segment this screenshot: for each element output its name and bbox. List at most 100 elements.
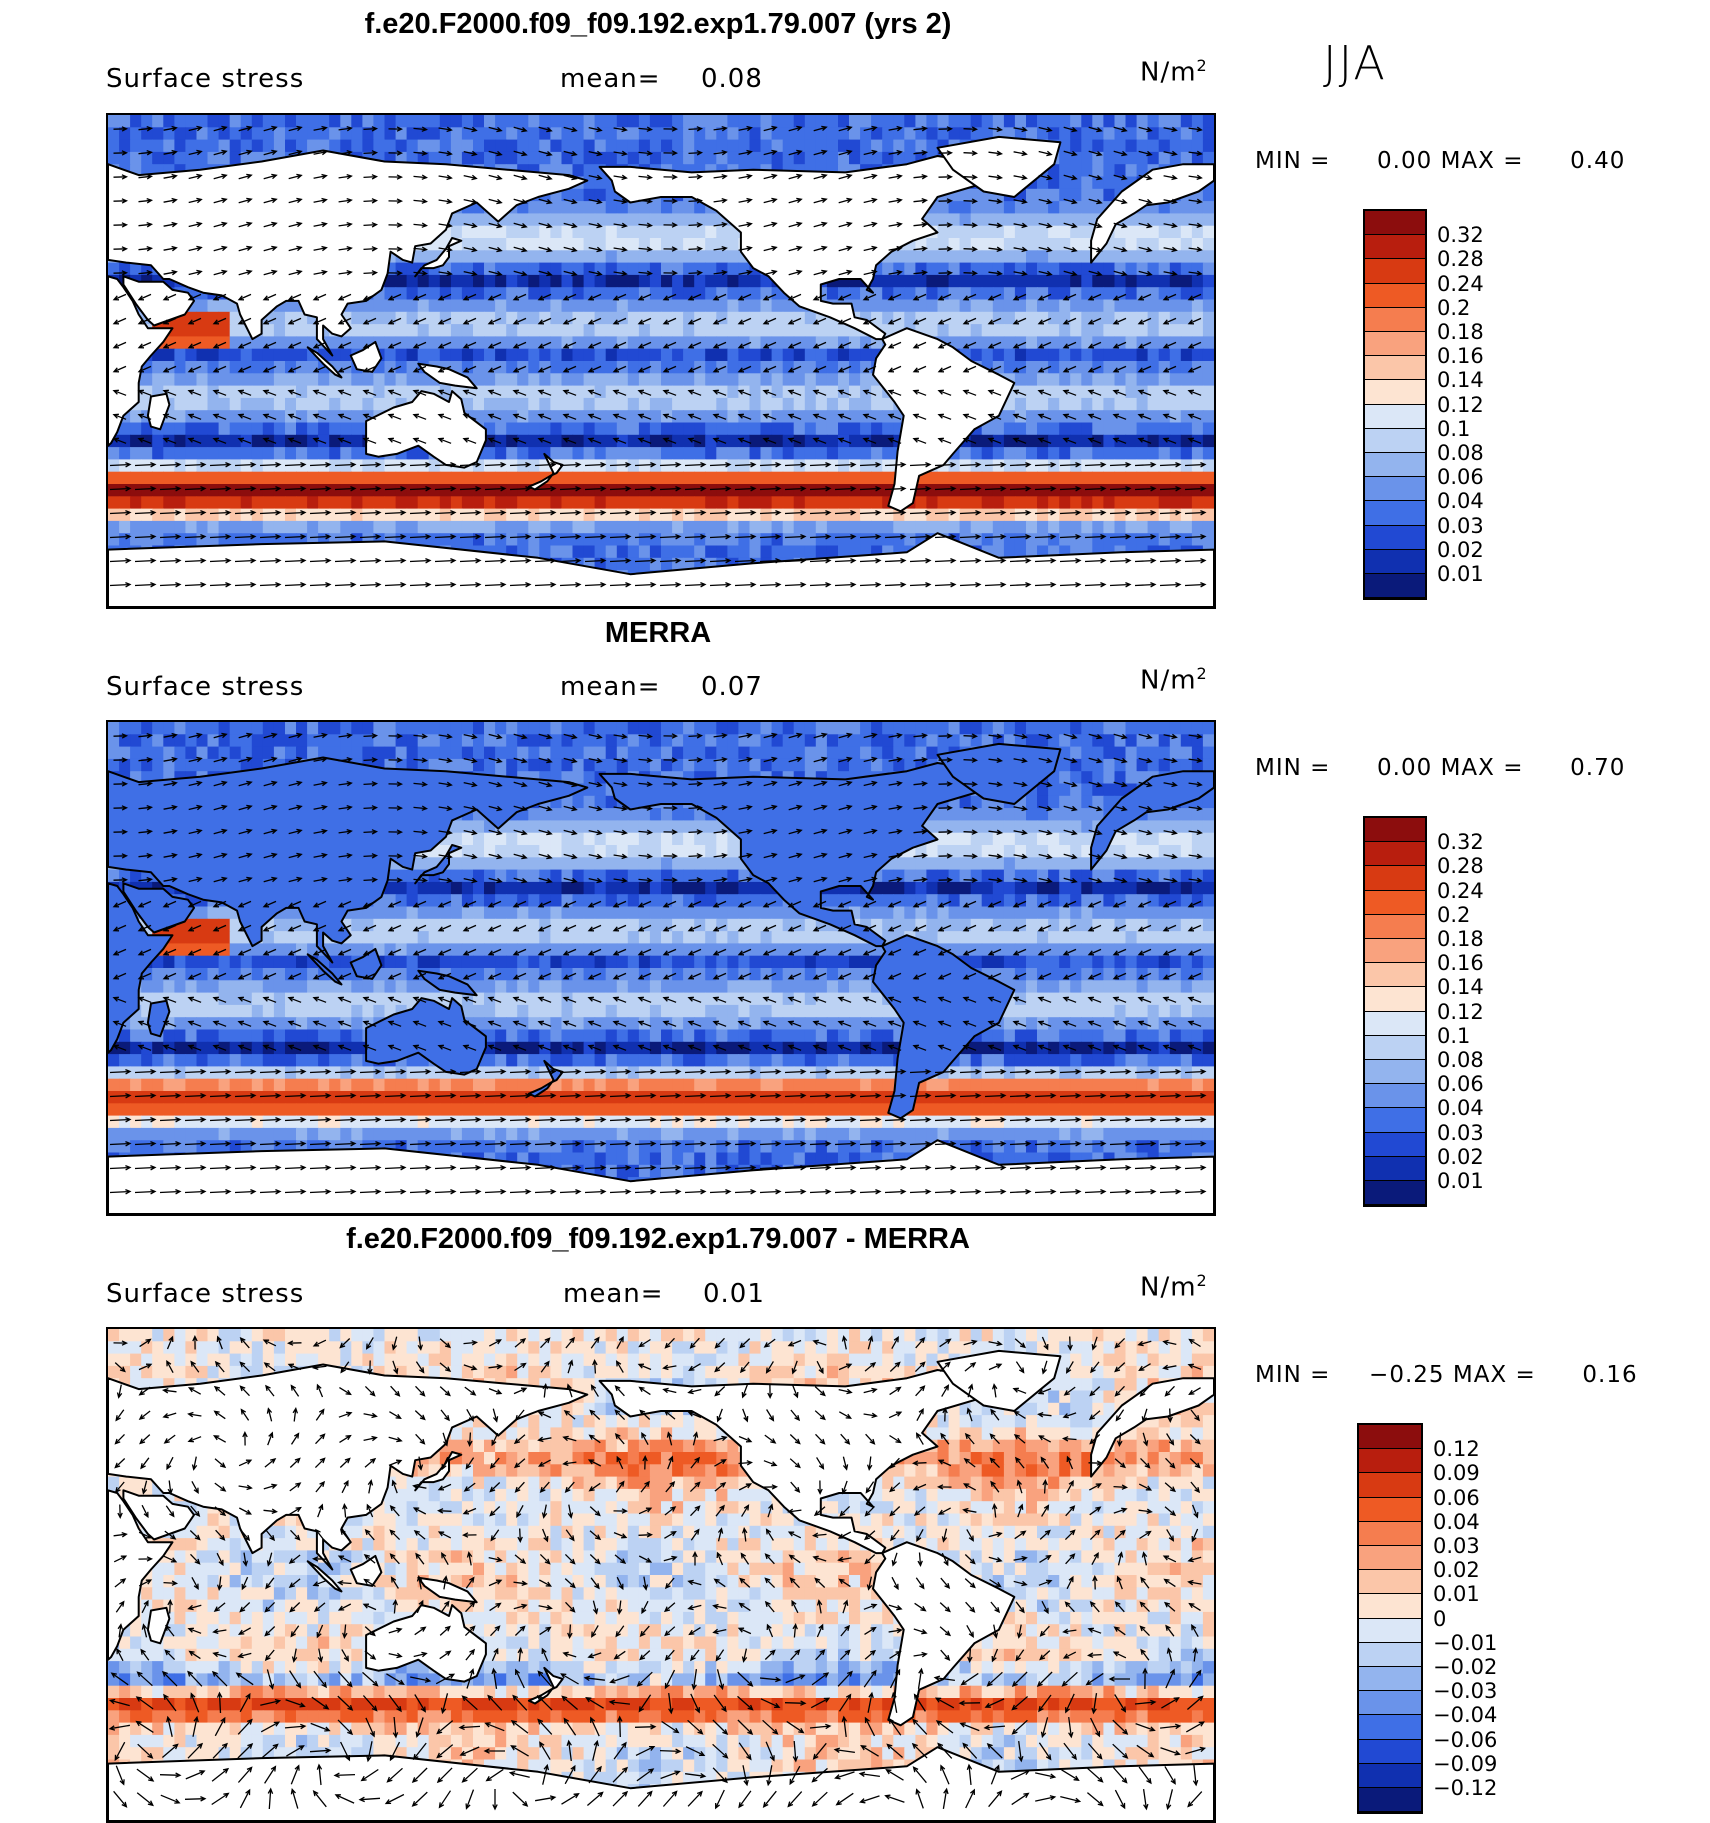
colorbar-swatch	[1359, 1643, 1421, 1667]
colorbar-swatch	[1359, 1473, 1421, 1497]
colorbar-swatch	[1365, 501, 1425, 525]
colorbar-swatch	[1365, 1108, 1425, 1132]
colorbar-tick-label: 0.03	[1437, 1123, 1484, 1144]
colorbar-tick-label: 0.1	[1437, 419, 1470, 440]
colorbar-tick-label: −0.12	[1433, 1778, 1497, 1799]
colorbar-tick-label: 0.06	[1437, 1074, 1484, 1095]
colorbar-swatch	[1359, 1788, 1421, 1812]
colorbar-tick-label: 0.01	[1433, 1584, 1480, 1605]
panel-1-map	[106, 113, 1216, 609]
colorbar-swatch	[1365, 842, 1425, 866]
panel-2-min-value: 0.00	[1377, 755, 1432, 781]
panel-3-max-value: 0.16	[1582, 1362, 1637, 1388]
colorbar-swatch	[1359, 1715, 1421, 1739]
colorbar-tick-label: 0.2	[1437, 298, 1470, 319]
colorbar-swatch	[1365, 211, 1425, 235]
panel-2-max-label: MAX =	[1441, 755, 1524, 781]
colorbar-tick-label: 0	[1433, 1609, 1446, 1630]
panel-2-min-label: MIN =	[1255, 755, 1330, 781]
colorbar-tick-label: 0.04	[1433, 1512, 1480, 1533]
colorbar-swatch	[1359, 1449, 1421, 1473]
panel-2-max-value: 0.70	[1570, 755, 1625, 781]
panel-1-unit: N/m2	[1140, 56, 1208, 88]
colorbar-swatch	[1365, 477, 1425, 501]
panel-1-max-value: 0.40	[1570, 148, 1625, 174]
colorbar-swatch	[1365, 453, 1425, 477]
colorbar-tick-label: 0.32	[1437, 225, 1484, 246]
panel-1-title: f.e20.F2000.f09_f09.192.exp1.79.007 (yrs…	[106, 8, 1210, 41]
panel-2-unit: N/m2	[1140, 664, 1208, 696]
colorbar-swatch	[1359, 1522, 1421, 1546]
panel-2-map	[106, 720, 1216, 1216]
panel-3-min-value: −0.25	[1369, 1362, 1444, 1388]
colorbar-tick-label: 0.18	[1437, 322, 1484, 343]
colorbar-tick-label: 0.08	[1437, 443, 1484, 464]
colorbar-swatch	[1365, 1157, 1425, 1181]
colorbar-swatch	[1365, 963, 1425, 987]
panel-1-min-label: MIN =	[1255, 148, 1330, 174]
panel-1-min-value: 0.00	[1377, 148, 1432, 174]
colorbar-swatch	[1365, 939, 1425, 963]
panel-2-minmax: MIN = 0.00 MAX = 0.70	[1255, 755, 1625, 781]
colorbar-tick-label: 0.14	[1437, 370, 1484, 391]
colorbar-swatch	[1365, 429, 1425, 453]
colorbar-tick-label: 0.08	[1437, 1050, 1484, 1071]
colorbar-swatch	[1359, 1594, 1421, 1618]
panel-2-variable: Surface stress	[106, 672, 304, 702]
colorbar-tick-label: −0.02	[1433, 1657, 1497, 1678]
colorbar-tick-label: 0.01	[1437, 1171, 1484, 1192]
colorbar-swatch	[1365, 1133, 1425, 1157]
colorbar-tick-label: 0.32	[1437, 832, 1484, 853]
colorbar-tick-label: 0.1	[1437, 1026, 1470, 1047]
colorbar-tick-label: 0.03	[1437, 516, 1484, 537]
colorbar-swatch	[1365, 818, 1425, 842]
colorbar-tick-label: 0.04	[1437, 1098, 1484, 1119]
colorbar-tick-label: 0.03	[1433, 1536, 1480, 1557]
colorbar-tick-label: −0.09	[1433, 1754, 1497, 1775]
colorbar-tick-label: −0.03	[1433, 1681, 1497, 1702]
colorbar-swatch	[1365, 891, 1425, 915]
colorbar-swatch	[1365, 284, 1425, 308]
colorbar-swatch	[1365, 574, 1425, 598]
colorbar-swatch	[1359, 1498, 1421, 1522]
panel-3-max-label: MAX =	[1453, 1362, 1536, 1388]
colorbar-swatch	[1365, 1036, 1425, 1060]
panel-3-mean-label: mean=	[563, 1279, 664, 1309]
colorbar-swatch	[1359, 1570, 1421, 1594]
colorbar-tick-label: 0.09	[1433, 1463, 1480, 1484]
colorbar-tick-label: 0.2	[1437, 905, 1470, 926]
colorbar-swatch	[1365, 526, 1425, 550]
colorbar-swatch	[1365, 1060, 1425, 1084]
colorbar-tick-label: 0.28	[1437, 249, 1484, 270]
colorbar-swatch	[1359, 1546, 1421, 1570]
colorbar-tick-label: −0.06	[1433, 1730, 1497, 1751]
panel-3-min-label: MIN =	[1255, 1362, 1330, 1388]
colorbar-tick-label: 0.14	[1437, 977, 1484, 998]
colorbar-swatch	[1359, 1740, 1421, 1764]
panel-2-mean-label: mean=	[560, 672, 661, 702]
colorbar-swatch	[1365, 405, 1425, 429]
colorbar-tick-label: 0.12	[1437, 395, 1484, 416]
panel-3-mean-value: 0.01	[703, 1279, 765, 1309]
colorbar-tick-label: −0.04	[1433, 1705, 1497, 1726]
colorbar-swatch	[1365, 332, 1425, 356]
colorbar-tick-label: 0.01	[1437, 564, 1484, 585]
colorbar-tick-label: 0.24	[1437, 881, 1484, 902]
panel-3-minmax: MIN = −0.25 MAX = 0.16	[1255, 1362, 1638, 1388]
colorbar-tick-label: 0.02	[1437, 1147, 1484, 1168]
colorbar-tick-label: 0.06	[1437, 467, 1484, 488]
colorbar-swatch	[1365, 1181, 1425, 1205]
colorbar-tick-label: 0.12	[1433, 1439, 1480, 1460]
colorbar-swatch	[1365, 1012, 1425, 1036]
colorbar-tick-label: 0.28	[1437, 856, 1484, 877]
colorbar-swatch	[1359, 1425, 1421, 1449]
colorbar-swatch	[1359, 1764, 1421, 1788]
colorbar-tick-label: 0.04	[1437, 491, 1484, 512]
colorbar-swatch	[1359, 1619, 1421, 1643]
colorbar-swatch	[1365, 259, 1425, 283]
colorbar-swatch	[1365, 866, 1425, 890]
colorbar-swatch	[1365, 235, 1425, 259]
colorbar-swatch	[1365, 308, 1425, 332]
